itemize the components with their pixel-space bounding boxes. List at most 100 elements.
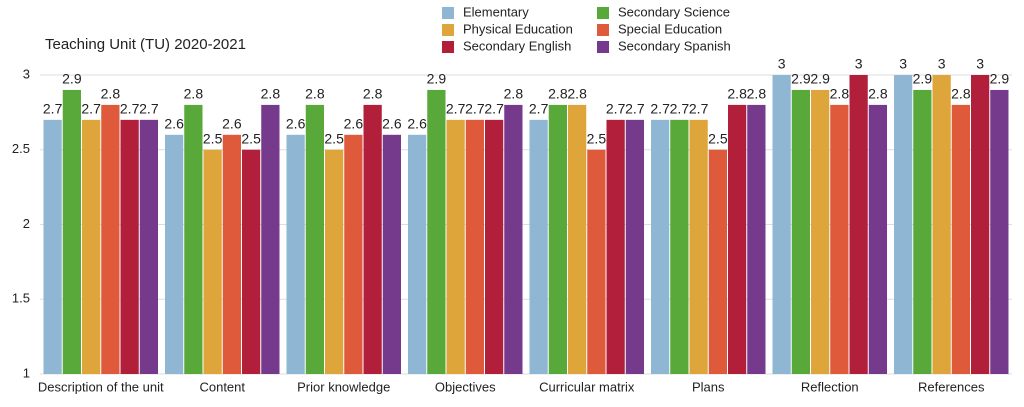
bar	[184, 104, 203, 375]
bar	[606, 119, 625, 374]
value-label: 2.8	[101, 86, 121, 102]
bar	[139, 119, 158, 374]
legend-swatch	[442, 41, 454, 53]
value-label: 3	[899, 56, 907, 72]
value-label: 2.6	[344, 116, 364, 132]
x-tick-label: Content	[199, 379, 245, 394]
bar	[325, 149, 344, 374]
legend-label: Elementary	[463, 4, 529, 19]
value-label: 2.8	[868, 86, 888, 102]
bar	[120, 119, 139, 374]
value-label: 2.6	[286, 116, 306, 132]
value-label: 3	[855, 56, 863, 72]
value-label: 2.7	[670, 101, 690, 117]
value-label: 2.6	[222, 116, 242, 132]
bar	[261, 104, 280, 375]
y-tick-label: 3	[23, 66, 30, 81]
value-label: 2.7	[446, 101, 466, 117]
bar	[485, 119, 504, 374]
value-label: 2.6	[164, 116, 184, 132]
value-label: 2.8	[548, 86, 568, 102]
value-label: 2.9	[62, 71, 82, 87]
x-tick-label: References	[918, 379, 985, 394]
bar	[625, 119, 644, 374]
bar	[242, 149, 261, 374]
value-label: 2.9	[990, 71, 1010, 87]
legend-label: Physical Education	[463, 21, 573, 36]
value-label: 2.5	[203, 130, 223, 146]
bar	[894, 75, 913, 374]
value-label: 2.7	[606, 101, 626, 117]
bar	[222, 134, 241, 374]
x-tick-label: Description of the unit	[38, 379, 164, 394]
value-label: 2.5	[241, 130, 261, 146]
x-tick-label: Reflection	[801, 379, 859, 394]
x-tick-label: Curricular matrix	[539, 379, 635, 394]
legend-label: Secondary English	[463, 38, 571, 53]
bar	[708, 149, 727, 374]
bar	[344, 134, 363, 374]
value-label: 2.5	[587, 130, 607, 146]
value-label: 2.9	[791, 71, 811, 87]
value-label: 2.7	[81, 101, 101, 117]
bar	[101, 104, 120, 375]
value-label: 2.6	[382, 116, 402, 132]
x-tick-label: Prior knowledge	[297, 379, 390, 394]
bar	[43, 119, 62, 374]
bar	[990, 89, 1009, 374]
bar	[932, 75, 951, 374]
value-label: 2.8	[363, 86, 383, 102]
bar	[830, 104, 849, 375]
bar	[747, 104, 766, 375]
bar	[772, 75, 791, 374]
x-tick-label: Plans	[692, 379, 725, 394]
legend-label: Secondary Spanish	[618, 38, 731, 53]
bar	[728, 104, 747, 375]
value-label: 2.9	[810, 71, 830, 87]
bar	[504, 104, 523, 375]
value-label: 2.8	[305, 86, 325, 102]
value-label: 2.7	[43, 101, 63, 117]
bar	[849, 75, 868, 374]
bar	[689, 119, 708, 374]
value-label: 2.8	[567, 86, 587, 102]
bar	[913, 89, 932, 374]
bar	[971, 75, 990, 374]
bar	[587, 149, 606, 374]
value-label: 2.9	[427, 71, 447, 87]
legend-swatch	[442, 7, 454, 19]
bar	[305, 104, 324, 375]
bar	[868, 104, 887, 375]
value-label: 2.5	[708, 130, 728, 146]
bar	[670, 119, 689, 374]
bar	[465, 119, 484, 374]
bar	[408, 134, 427, 374]
bar	[203, 149, 222, 374]
y-tick-label: 1.5	[12, 291, 30, 306]
legend-label: Secondary Science	[618, 4, 730, 19]
x-tick-label: Objectives	[435, 379, 496, 394]
bar	[165, 134, 184, 374]
value-label: 2.8	[727, 86, 747, 102]
value-label: 2.7	[529, 101, 549, 117]
value-label: 2.7	[465, 101, 485, 117]
legend-swatch	[597, 7, 609, 19]
bar	[446, 119, 465, 374]
bar	[791, 89, 810, 374]
value-label: 3	[938, 56, 946, 72]
value-label: 2.7	[650, 101, 670, 117]
value-label: 2.7	[484, 101, 504, 117]
y-tick-label: 2	[23, 216, 30, 231]
value-label: 3	[976, 56, 984, 72]
legend-swatch	[442, 24, 454, 36]
value-label: 2.9	[913, 71, 933, 87]
legend-swatch	[597, 41, 609, 53]
value-label: 2.7	[139, 101, 159, 117]
value-label: 2.8	[951, 86, 971, 102]
value-label: 2.8	[184, 86, 204, 102]
bar	[427, 89, 446, 374]
value-label: 2.6	[407, 116, 427, 132]
y-tick-label: 2.5	[12, 141, 30, 156]
bar	[363, 104, 382, 375]
